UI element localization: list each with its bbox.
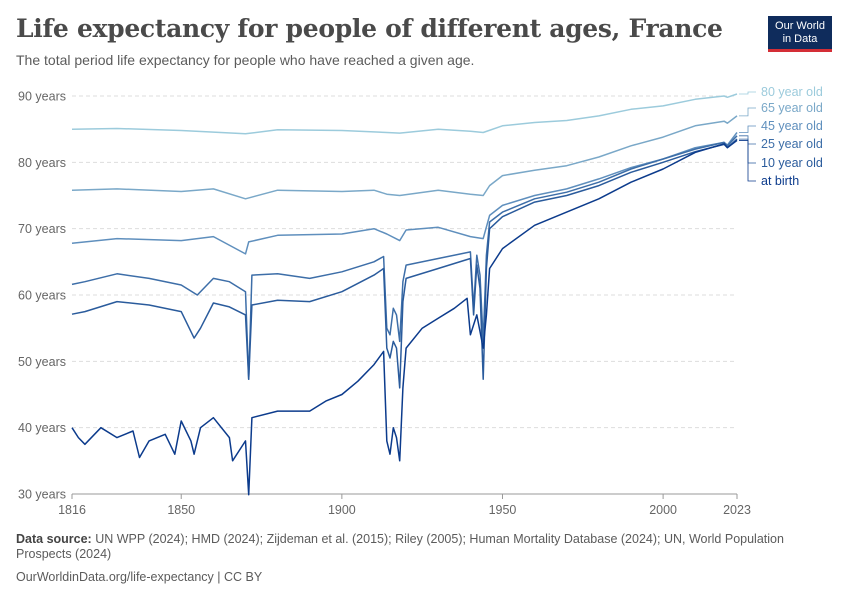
series-label-connector <box>739 140 756 182</box>
series-label: 80 year old <box>761 85 823 99</box>
y-tick-label: 60 years <box>18 289 66 303</box>
y-tick-label: 50 years <box>18 355 66 369</box>
x-tick-label: 1950 <box>489 503 517 517</box>
y-tick-label: 80 years <box>18 156 66 170</box>
x-tick-label: 2000 <box>649 503 677 517</box>
series-label-connector <box>739 138 756 164</box>
y-tick-label: 30 years <box>18 488 66 502</box>
series-line <box>71 138 738 389</box>
series-line <box>71 135 738 380</box>
source-link[interactable]: OurWorldinData.org/life-expectancy | CC … <box>16 570 263 584</box>
series-line <box>71 139 738 496</box>
logo-line1: Our World <box>775 20 825 32</box>
series-line <box>71 115 738 200</box>
series-line <box>71 132 738 255</box>
series-label: 10 year old <box>761 156 823 170</box>
y-tick-label: 70 years <box>18 222 66 236</box>
series-label: 25 year old <box>761 137 823 151</box>
x-tick-label: 1816 <box>58 503 86 517</box>
data-source: Data source: UN WPP (2024); HMD (2024); … <box>16 532 816 562</box>
y-tick-label: 40 years <box>18 421 66 435</box>
chart-title: Life expectancy for people of different … <box>16 14 723 43</box>
series-line <box>71 93 738 135</box>
logo-line2: in Data <box>782 33 818 45</box>
series-label-connector <box>739 125 756 133</box>
data-source-text: UN WPP (2024); HMD (2024); Zijdeman et a… <box>16 532 784 561</box>
series-label-connector <box>739 107 756 117</box>
owid-logo[interactable]: Our World in Data <box>768 16 832 52</box>
data-source-label: Data source: <box>16 532 92 546</box>
y-tick-label: 90 years <box>18 90 66 104</box>
series-label: at birth <box>761 174 799 188</box>
chart-subtitle: The total period life expectancy for peo… <box>16 52 475 68</box>
series-label-connector <box>739 135 756 145</box>
series-label: 45 year old <box>761 119 823 133</box>
x-tick-label: 1900 <box>328 503 356 517</box>
x-tick-label: 2023 <box>723 503 751 517</box>
x-tick-label: 1850 <box>167 503 195 517</box>
series-label: 65 year old <box>761 101 823 115</box>
series-label-connector <box>739 91 756 95</box>
